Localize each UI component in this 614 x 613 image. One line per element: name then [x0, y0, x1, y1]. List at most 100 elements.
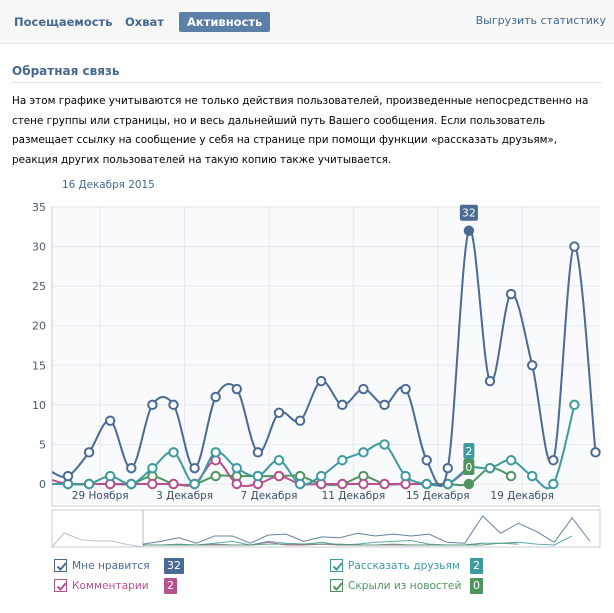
x-tick-label: 3 Декабря — [156, 490, 213, 502]
data-point[interactable] — [400, 470, 411, 482]
hover-date-label: 16 Декабря 2015 — [62, 179, 155, 191]
tab-attendance[interactable]: Посещаемость — [14, 15, 113, 29]
navigator[interactable] — [51, 509, 601, 548]
section-divider — [12, 82, 602, 83]
data-point[interactable] — [105, 470, 116, 482]
data-point[interactable] — [105, 415, 116, 426]
data-point[interactable] — [548, 478, 559, 490]
data-point[interactable] — [168, 447, 179, 458]
tooltip-likes-text: 32 — [462, 207, 476, 220]
data-point[interactable] — [273, 470, 285, 482]
data-point[interactable] — [189, 478, 200, 490]
x-tick-label: 19 Декабря — [490, 490, 554, 502]
data-point[interactable] — [337, 455, 348, 466]
data-point[interactable] — [210, 391, 221, 403]
data-point[interactable] — [231, 462, 243, 474]
data-point[interactable] — [379, 439, 390, 450]
section-description: На этом графике учитываются не только де… — [12, 95, 589, 166]
data-point[interactable] — [168, 399, 179, 411]
data-point[interactable] — [463, 478, 475, 490]
legend-label: Рассказать друзьям — [348, 559, 460, 572]
legend-item[interactable]: Комментарии — [54, 579, 149, 592]
x-tick-label: 7 Декабря — [241, 490, 298, 502]
data-point[interactable] — [273, 455, 285, 466]
section-title: Обратная связь — [12, 64, 120, 78]
data-point[interactable] — [294, 478, 306, 490]
data-point[interactable] — [358, 447, 369, 458]
legend-label: Комментарии — [72, 579, 149, 592]
legend-item[interactable]: Мне нравится — [54, 559, 150, 572]
data-point[interactable] — [442, 462, 453, 474]
data-point[interactable] — [316, 470, 327, 482]
data-point[interactable] — [316, 375, 327, 387]
export-statistics-link[interactable]: Выгрузить статистику — [475, 14, 606, 27]
data-point[interactable] — [527, 360, 538, 371]
y-tick-label: 5 — [39, 438, 46, 451]
data-point[interactable] — [231, 478, 243, 490]
data-point[interactable] — [505, 470, 517, 482]
y-tick-label: 35 — [32, 201, 46, 214]
data-point[interactable] — [569, 241, 580, 252]
legend-label: Скрыли из новостей — [348, 579, 462, 592]
legend-value-badge: 2 — [164, 578, 177, 594]
data-point[interactable] — [379, 478, 390, 490]
plot-area — [52, 207, 600, 504]
y-tick-label: 30 — [32, 241, 46, 254]
data-point[interactable] — [83, 447, 95, 458]
data-point[interactable] — [548, 455, 559, 466]
data-point[interactable] — [379, 399, 390, 411]
data-point[interactable] — [273, 407, 285, 418]
y-tick-label: 20 — [32, 320, 46, 333]
checkbox-icon[interactable] — [330, 559, 343, 572]
tooltip-likes — [459, 204, 478, 221]
legend-value-badge: 2 — [470, 558, 483, 574]
legend-label: Мне нравится — [72, 559, 150, 572]
data-point[interactable] — [484, 375, 496, 387]
data-point[interactable] — [358, 383, 369, 395]
data-point[interactable] — [147, 399, 158, 411]
data-point[interactable] — [252, 470, 264, 482]
checkbox-icon[interactable] — [54, 559, 67, 572]
data-point[interactable] — [337, 399, 348, 411]
navigator-series-3 — [143, 542, 519, 546]
data-point[interactable] — [421, 478, 432, 490]
tooltip-shares — [463, 443, 475, 459]
x-tick-label: 15 Декабря — [406, 490, 470, 502]
legend-item[interactable]: Скрыли из новостей — [330, 579, 461, 592]
tab-reach[interactable]: Охват — [125, 15, 164, 29]
data-point[interactable] — [210, 470, 221, 482]
data-point[interactable] — [147, 462, 158, 474]
data-point[interactable] — [358, 478, 369, 490]
navigator-history — [51, 532, 144, 548]
x-tick-label: 11 Декабря — [322, 490, 386, 502]
data-point[interactable] — [337, 478, 348, 490]
data-point[interactable] — [189, 462, 200, 474]
data-point[interactable] — [126, 478, 137, 490]
data-point[interactable] — [252, 447, 264, 458]
data-point[interactable] — [505, 455, 517, 466]
data-point[interactable] — [590, 447, 601, 458]
data-point[interactable] — [527, 470, 538, 482]
data-point[interactable] — [484, 462, 496, 474]
legend-item[interactable]: Рассказать друзьям — [330, 559, 460, 572]
tab-activity[interactable]: Активность — [179, 12, 271, 32]
data-point[interactable] — [505, 288, 517, 300]
data-point[interactable] — [147, 478, 158, 490]
data-point[interactable] — [463, 225, 475, 236]
checkbox-icon[interactable] — [330, 579, 343, 592]
data-point[interactable] — [421, 455, 432, 466]
data-point[interactable] — [294, 415, 306, 426]
data-point[interactable] — [126, 462, 137, 474]
navigator-series-0 — [142, 515, 591, 545]
data-point[interactable] — [400, 383, 411, 395]
data-point[interactable] — [83, 478, 95, 490]
data-point[interactable] — [168, 478, 179, 490]
data-point[interactable] — [231, 383, 243, 395]
data-point[interactable] — [62, 470, 74, 482]
data-point[interactable] — [569, 399, 580, 411]
data-point[interactable] — [210, 447, 221, 458]
tooltip-hidden-text: 0 — [465, 461, 472, 474]
checkbox-icon[interactable] — [54, 579, 67, 592]
y-tick-label: 10 — [32, 399, 46, 412]
